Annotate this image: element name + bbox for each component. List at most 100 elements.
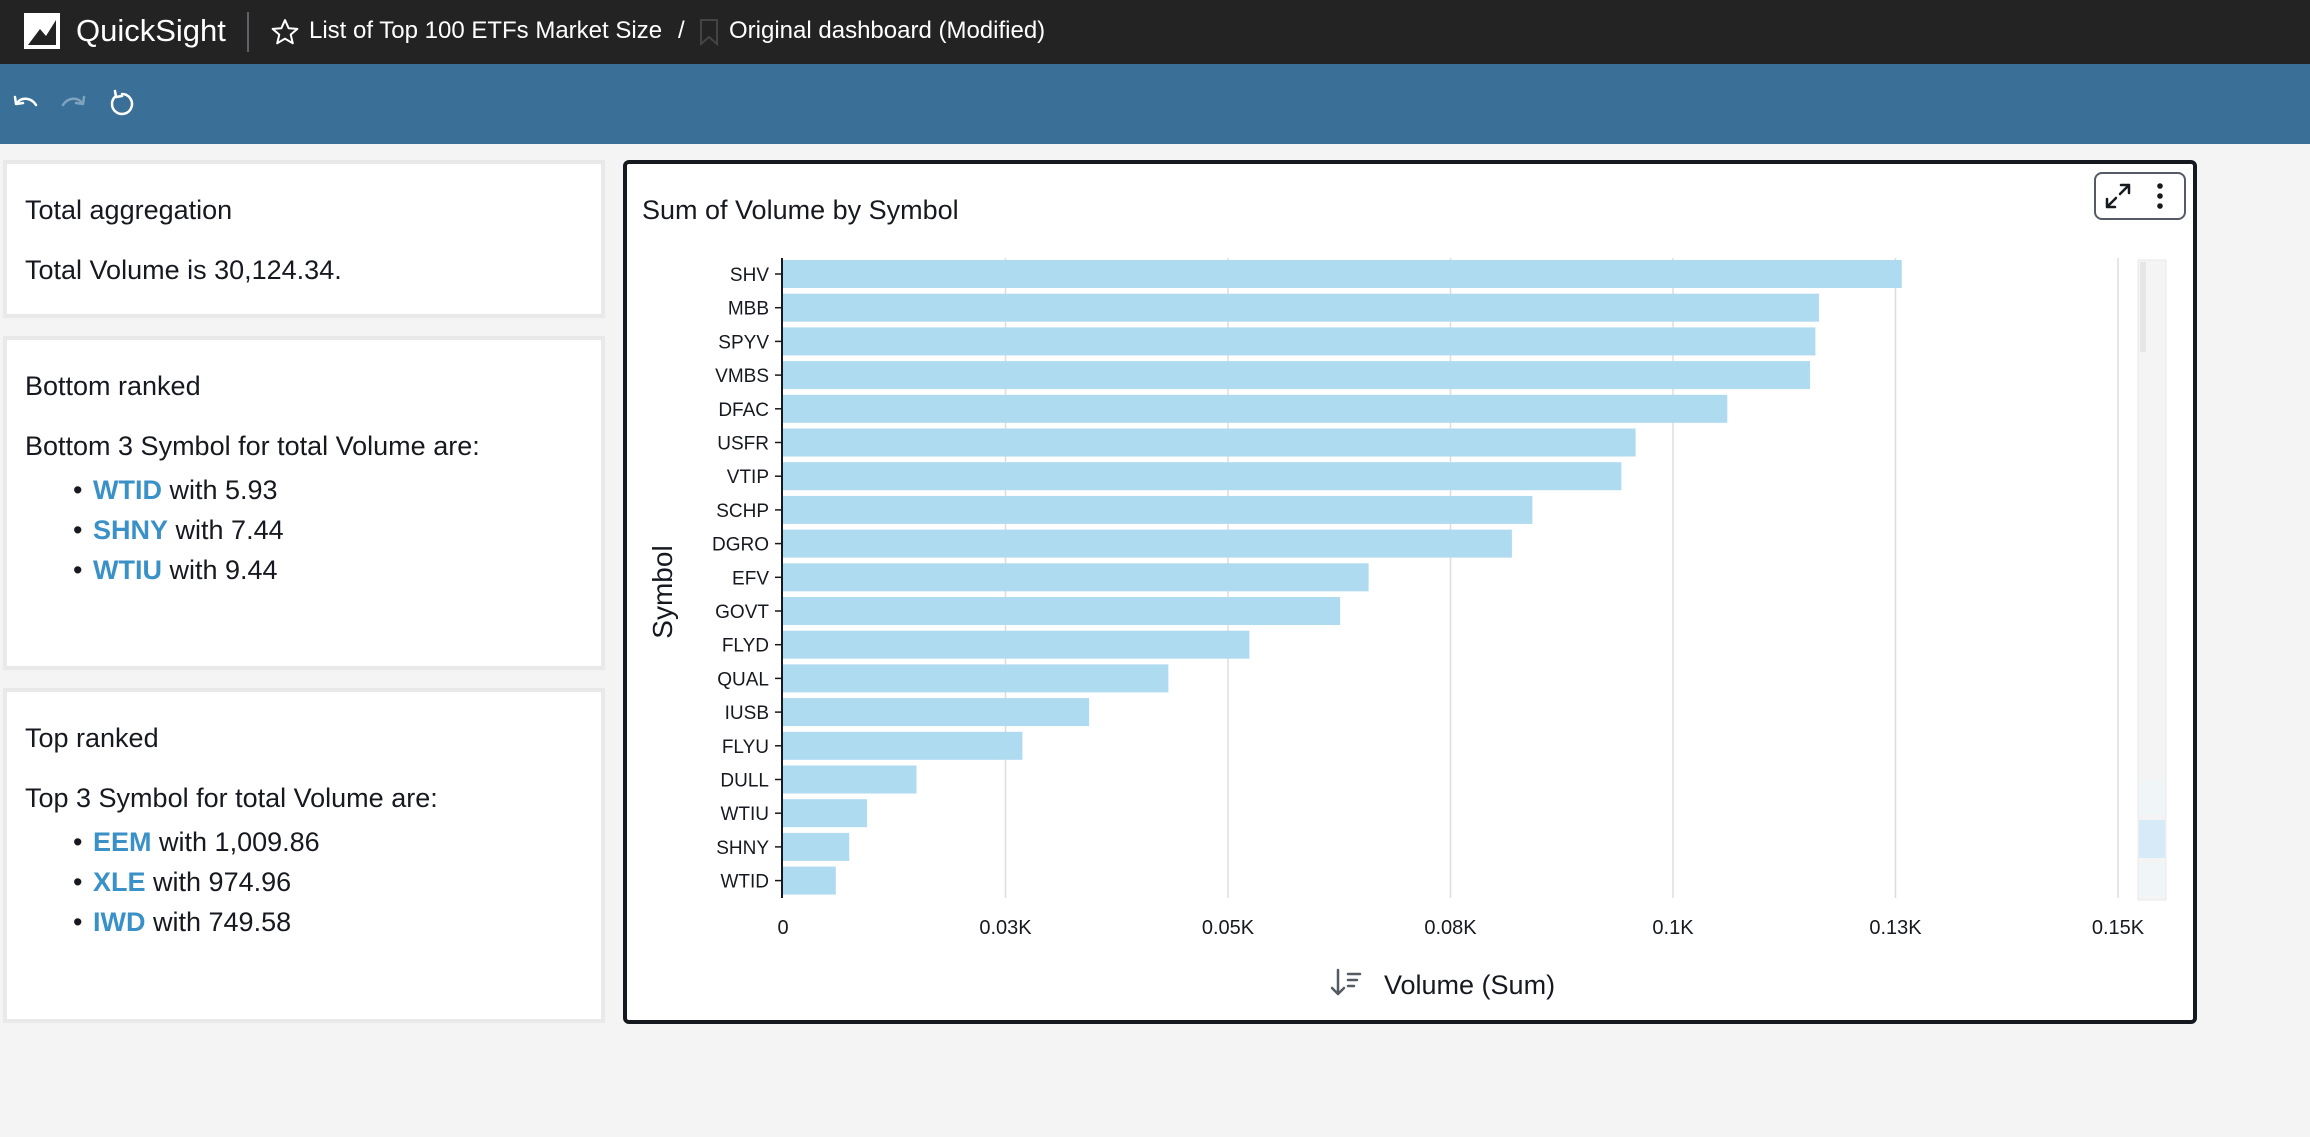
bar-shv[interactable] <box>783 260 1902 288</box>
scrollbar-thumb[interactable] <box>2139 820 2165 858</box>
list-item: SHNY with 7.44 <box>73 510 284 550</box>
bar-wtiu[interactable] <box>783 799 868 828</box>
list-item: IWD with 749.58 <box>73 902 320 942</box>
bar-mbb[interactable] <box>783 293 1819 322</box>
list-item: WTID with 5.93 <box>73 470 284 510</box>
bar-schp[interactable] <box>783 495 1533 524</box>
symbol-value: with 749.58 <box>153 907 292 937</box>
sheet-title[interactable]: Original dashboard (Modified) <box>729 17 1046 44</box>
category-label: DULL <box>720 771 769 792</box>
top-bar: QuickSight List of Top 100 ETFs Market S… <box>0 0 2310 64</box>
x-tick-label: 0 <box>777 917 788 939</box>
category-label: WTIU <box>720 804 769 825</box>
redo-icon[interactable] <box>58 89 88 119</box>
symbol-value: with 5.93 <box>169 475 278 505</box>
expand-icon[interactable] <box>2101 179 2135 213</box>
bar-wtid[interactable] <box>783 866 836 895</box>
symbol-link[interactable]: SHNY <box>93 515 169 545</box>
y-axis-title: Symbol <box>647 545 678 638</box>
chart-title: Sum of Volume by Symbol <box>642 195 959 225</box>
bottom-ranked-list: WTID with 5.93 SHNY with 7.44 WTIU with … <box>73 470 284 590</box>
x-tick-label: 0.13K <box>1869 917 1922 939</box>
x-tick-labels: 0 0.03K 0.05K 0.08K 0.1K 0.13K 0.15K <box>777 917 2144 939</box>
reset-icon[interactable] <box>107 89 137 119</box>
total-aggregation-card[interactable]: Total aggregation Total Volume is 30,124… <box>3 160 605 318</box>
bar-flyu[interactable] <box>783 731 1023 760</box>
topbar-divider <box>247 12 249 52</box>
category-label: QUAL <box>717 669 769 690</box>
top-ranked-card[interactable]: Top ranked Top 3 Symbol for total Volume… <box>3 688 605 1023</box>
symbol-link[interactable]: IWD <box>93 907 146 937</box>
bar-vmbs[interactable] <box>783 361 1811 390</box>
more-options-icon[interactable] <box>2145 179 2175 213</box>
breadcrumb-separator: / <box>678 17 685 44</box>
category-label: SHV <box>730 265 769 286</box>
bar-shny[interactable] <box>783 832 850 861</box>
bar-iusb[interactable] <box>783 698 1090 727</box>
bar-spyv[interactable] <box>783 327 1816 356</box>
category-label: FLYU <box>722 737 769 758</box>
x-tick-label: 0.08K <box>1424 917 1477 939</box>
category-label: IUSB <box>725 703 769 724</box>
app-name[interactable]: QuickSight <box>76 13 226 48</box>
list-item: EEM with 1,009.86 <box>73 822 320 862</box>
symbol-value: with 974.96 <box>153 867 292 897</box>
card-title: Total aggregation <box>25 195 233 225</box>
category-label: VMBS <box>715 366 769 387</box>
x-tick-label: 0.1K <box>1652 917 1694 939</box>
category-label: VTIP <box>727 467 769 488</box>
symbol-value: with 7.44 <box>175 515 284 545</box>
category-label: WTID <box>720 872 769 893</box>
x-tick-label: 0.15K <box>2092 917 2145 939</box>
category-label: GOVT <box>715 602 769 623</box>
total-volume-text: Total Volume is 30,124.34. <box>25 255 342 285</box>
category-label: SHNY <box>716 838 769 859</box>
category-label: DFAC <box>718 400 769 421</box>
category-labels: SHV MBB SPYV VMBS DFAC USFR VTIP SCHP DGRO EFV GOV… <box>712 265 783 893</box>
toolbar <box>0 64 2310 144</box>
chart-scrollbar[interactable] <box>2137 259 2167 901</box>
bottom-ranked-text: Bottom 3 Symbol for total Volume are: <box>25 431 480 461</box>
bar-vtip[interactable] <box>783 462 1622 491</box>
bar-govt[interactable] <box>783 597 1341 625</box>
bar-usfr[interactable] <box>783 428 1636 457</box>
analysis-title[interactable]: List of Top 100 ETFs Market Size <box>309 17 663 44</box>
category-label: MBB <box>728 299 769 320</box>
bar-dgro[interactable] <box>783 529 1512 558</box>
x-tick-label: 0.03K <box>979 917 1032 939</box>
bookmark-icon[interactable] <box>698 17 720 47</box>
x-axis-title: Volume (Sum) <box>1384 970 1555 1000</box>
symbol-link[interactable]: EEM <box>93 827 152 857</box>
category-label: DGRO <box>712 535 769 556</box>
card-title: Bottom ranked <box>25 371 201 401</box>
symbol-link[interactable]: WTID <box>93 475 162 505</box>
bars <box>783 260 1902 895</box>
bar-dull[interactable] <box>783 765 917 794</box>
category-label: USFR <box>717 434 769 455</box>
star-icon[interactable] <box>270 17 300 47</box>
bar-dfac[interactable] <box>783 394 1728 423</box>
list-item: WTIU with 9.44 <box>73 550 284 590</box>
category-label: SPYV <box>718 332 769 353</box>
sort-icon[interactable] <box>1330 968 1362 996</box>
symbol-value: with 9.44 <box>169 555 278 585</box>
symbol-value: with 1,009.86 <box>159 827 320 857</box>
bar-efv[interactable] <box>783 563 1369 592</box>
list-item: XLE with 974.96 <box>73 862 320 902</box>
category-label: FLYD <box>722 636 769 657</box>
quicksight-logo-icon <box>24 13 60 49</box>
bottom-ranked-card[interactable]: Bottom ranked Bottom 3 Symbol for total … <box>3 336 605 670</box>
bar-qual[interactable] <box>783 664 1169 693</box>
visual-menu <box>2094 172 2186 220</box>
symbol-link[interactable]: WTIU <box>93 555 162 585</box>
category-label: SCHP <box>716 501 769 522</box>
top-ranked-text: Top 3 Symbol for total Volume are: <box>25 783 438 813</box>
category-label: EFV <box>732 568 769 589</box>
bar-flyd[interactable] <box>783 630 1250 659</box>
undo-icon[interactable] <box>11 89 41 119</box>
card-title: Top ranked <box>25 723 159 753</box>
top-ranked-list: EEM with 1,009.86 XLE with 974.96 IWD wi… <box>73 822 320 942</box>
x-tick-label: 0.05K <box>1202 917 1255 939</box>
symbol-link[interactable]: XLE <box>93 867 146 897</box>
